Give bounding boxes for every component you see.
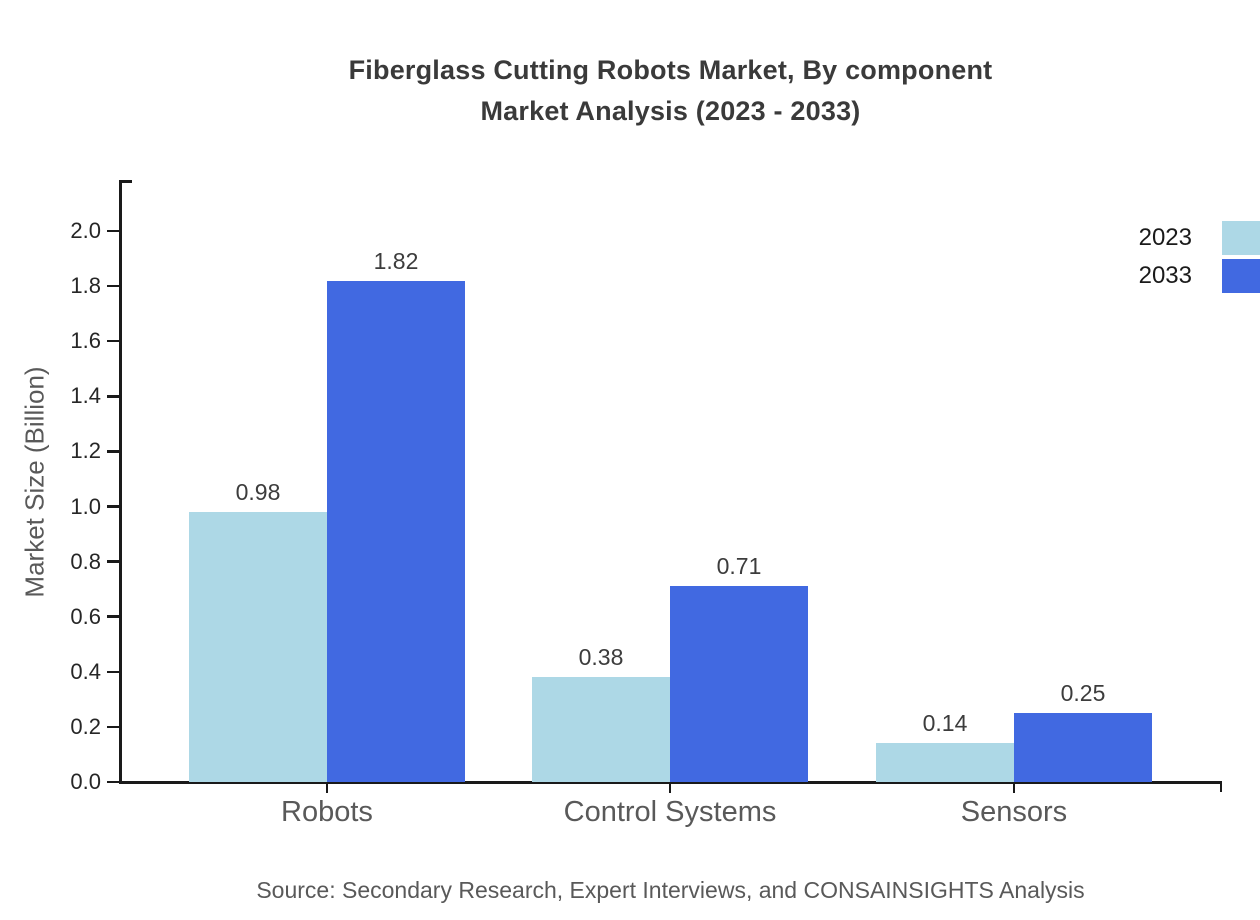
y-tick-1.0 bbox=[107, 505, 119, 508]
bar-2023-sensors bbox=[876, 743, 1014, 782]
y-tick-label-0.4: 0.4 bbox=[70, 658, 101, 684]
value-label-2023-control-systems: 0.38 bbox=[578, 644, 624, 671]
bar-2033-sensors bbox=[1014, 713, 1152, 782]
plot-area: 0.0 0.2 0.4 0.6 0.8 1.0 1.2 1.4 1.6 1.8 2.0 0.98 0.… bbox=[70, 180, 1222, 828]
y-tick-label-0.6: 0.6 bbox=[70, 603, 101, 629]
y-tick-label-1.4: 1.4 bbox=[70, 383, 101, 409]
bar-2023-control-systems bbox=[532, 677, 670, 782]
value-label-2023-sensors: 0.14 bbox=[922, 710, 968, 737]
x-tick-label-control-systems: Control Systems bbox=[563, 796, 777, 828]
y-tick-0.6 bbox=[107, 615, 119, 618]
y-tick-label-1.8: 1.8 bbox=[70, 273, 101, 299]
y-tick-label-1.0: 1.0 bbox=[70, 493, 101, 519]
legend: 2023 2033 bbox=[1139, 221, 1260, 293]
value-label-2033-control-systems: 0.71 bbox=[716, 553, 762, 580]
x-tick-label-robots: Robots bbox=[281, 796, 373, 828]
y-tick-label-1.6: 1.6 bbox=[70, 328, 101, 354]
bar-2033-robots bbox=[327, 280, 465, 782]
y-tick-0.8 bbox=[107, 560, 119, 563]
legend-swatch-2023 bbox=[1222, 221, 1260, 255]
y-tick-1.8 bbox=[107, 284, 119, 288]
legend-item-2033: 2033 bbox=[1139, 259, 1260, 293]
chart-title: Fiberglass Cutting Robots Market, By com… bbox=[119, 50, 1222, 132]
bar-2033-control-systems bbox=[670, 586, 808, 782]
value-label-2023-robots: 0.98 bbox=[235, 479, 281, 505]
x-tick-robots bbox=[325, 782, 329, 793]
source-note: Source: Secondary Research, Expert Inter… bbox=[256, 877, 1085, 903]
x-tick-sensors bbox=[1012, 782, 1016, 793]
x-tick-label-sensors: Sensors bbox=[960, 796, 1068, 828]
y-tick-0.4 bbox=[107, 670, 119, 674]
y-tick-label-0.2: 0.2 bbox=[70, 713, 101, 739]
y-tick-2.0 bbox=[107, 229, 119, 233]
y-tick-label-0.0: 0.0 bbox=[70, 769, 101, 794]
y-tick-1.2 bbox=[107, 450, 119, 453]
legend-swatch-2033 bbox=[1222, 259, 1260, 293]
y-tick-label-0.8: 0.8 bbox=[70, 548, 101, 574]
value-label-2033-sensors: 0.25 bbox=[1060, 680, 1106, 707]
y-tick-0.2 bbox=[107, 725, 119, 729]
y-tick-0.0 bbox=[107, 780, 119, 784]
y-tick-1.6 bbox=[107, 339, 119, 343]
bar-2023-robots bbox=[189, 512, 327, 782]
value-label-2033-robots: 1.82 bbox=[373, 247, 419, 274]
chart-title-line2: Market Analysis (2023 - 2033) bbox=[480, 96, 861, 126]
y-axis-line bbox=[119, 180, 122, 782]
x-tick-control-systems bbox=[668, 782, 672, 793]
chart-title-line1: Fiberglass Cutting Robots Market, By com… bbox=[348, 55, 993, 85]
legend-label-2033: 2033 bbox=[1138, 262, 1192, 289]
y-tick-label-1.2: 1.2 bbox=[70, 438, 101, 464]
legend-label-2023: 2023 bbox=[1138, 224, 1192, 251]
x-axis-end-cap bbox=[1219, 781, 1222, 792]
y-tick-label-2.0: 2.0 bbox=[70, 218, 101, 243]
y-tick-1.4 bbox=[107, 395, 119, 398]
y-axis-end-cap bbox=[119, 180, 132, 183]
legend-item-2023: 2023 bbox=[1139, 221, 1260, 255]
